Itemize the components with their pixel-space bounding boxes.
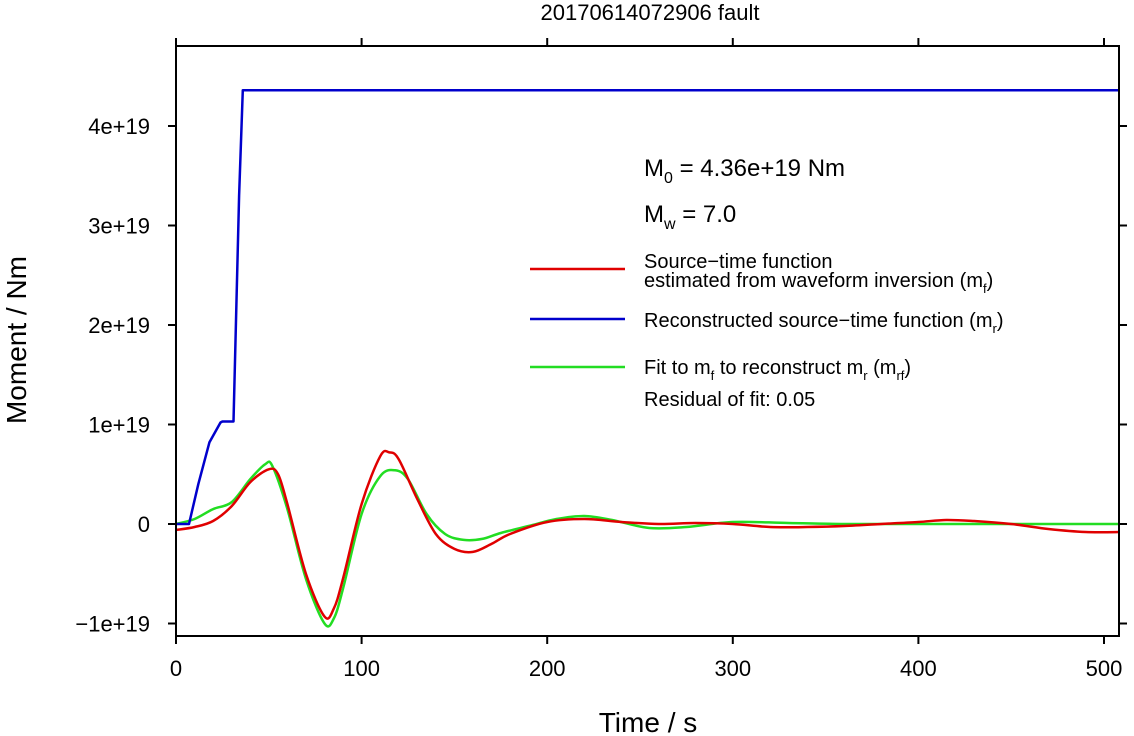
subscript: f xyxy=(983,281,987,296)
y-tick-label: 4e+19 xyxy=(88,114,150,139)
series-line-0 xyxy=(176,449,1119,620)
subscript: 0 xyxy=(664,170,673,187)
subscript: rf xyxy=(896,368,904,383)
y-tick-label: 2e+19 xyxy=(88,313,150,338)
residual-annotation: Residual of fit: 0.05 xyxy=(644,389,815,411)
subscript: w xyxy=(663,216,676,233)
y-tick-label: 0 xyxy=(138,512,150,537)
plot-frame xyxy=(175,45,1120,637)
legend-label-source-time-2: estimated from waveform inversion (mf) xyxy=(644,270,993,296)
subscript: r xyxy=(993,321,998,336)
x-axis-label: Time / s xyxy=(599,707,698,736)
x-tick-label: 500 xyxy=(1086,656,1123,681)
x-tick-label: 400 xyxy=(900,656,937,681)
x-tick-label: 0 xyxy=(170,656,182,681)
subscript: f xyxy=(711,368,715,383)
y-tick-label: −1e+19 xyxy=(75,612,150,637)
legend-label-source-time: Source−time function xyxy=(644,251,832,273)
series-line-1 xyxy=(176,88,1119,526)
x-tick-label: 200 xyxy=(529,656,566,681)
x-tick-label: 300 xyxy=(714,656,751,681)
chart-title: 20170614072906 fault xyxy=(541,0,760,25)
moment-magnitude-annotation: Mw = 7.0 xyxy=(644,201,736,233)
axes: 0 100 200 300 400 500 −1e+19 0 1e+19 2e+19 3e+19 4e… xyxy=(75,38,1127,681)
legend-label-reconstructed: Reconstructed source−time function (mr) xyxy=(644,310,1004,336)
x-tick-label: 100 xyxy=(343,656,380,681)
series-line-2 xyxy=(176,460,1119,628)
subscript: r xyxy=(863,368,868,383)
legend-label-fit: Fit to mf to reconstruct mr (mrf) xyxy=(644,357,911,383)
legend: M0 = 4.36e+19 Nm Mw = 7.0 Source−time func… xyxy=(530,155,1004,411)
seismic-moment-annotation: M0 = 4.36e+19 Nm xyxy=(644,155,845,187)
y-axis-label: Moment / Nm xyxy=(1,256,32,424)
y-tick-label: 3e+19 xyxy=(88,214,150,239)
y-tick-label: 1e+19 xyxy=(88,413,150,438)
